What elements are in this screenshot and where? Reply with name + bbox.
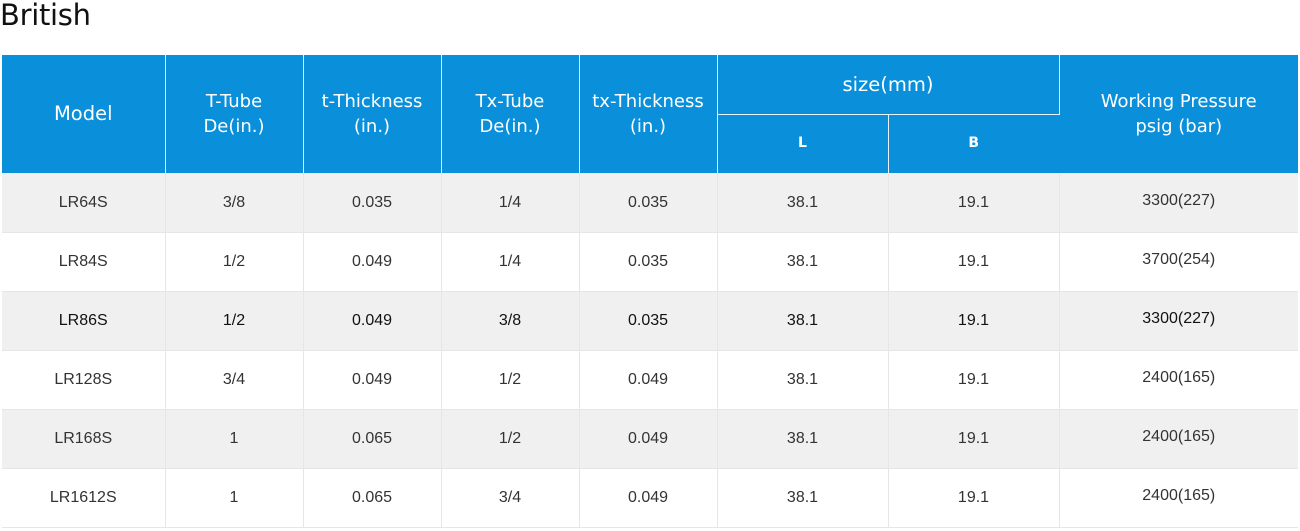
cell-size-l: 38.1 — [717, 291, 889, 351]
cell-size-b: 19.1 — [888, 291, 1060, 351]
cell-tx-tube: 3/4 — [441, 468, 580, 528]
spec-table: Model T-Tube De(in.) t-Thickness (in.) T… — [2, 55, 1298, 528]
header-model: Model — [2, 55, 166, 174]
cell-size-l: 38.1 — [717, 173, 889, 233]
cell-model: LR128S — [2, 350, 166, 410]
header-size: size(mm) — [717, 55, 1060, 115]
header-tx-thickness: tx-Thickness (in.) — [579, 55, 718, 174]
table-row: LR84S 1/2 0.049 1/4 0.035 38.1 19.1 3700(254) — [2, 232, 1298, 292]
cell-t-tube: 3/4 — [165, 350, 304, 410]
cell-tx-tube: 1/4 — [441, 232, 580, 292]
cell-size-l: 38.1 — [717, 468, 889, 528]
cell-tx-tube: 1/2 — [441, 350, 580, 410]
table-row: LR86S 1/2 0.049 3/8 0.035 38.1 19.1 3300(227) — [2, 291, 1298, 351]
cell-model: LR84S — [2, 232, 166, 292]
cell-t-tube: 3/8 — [165, 173, 304, 233]
cell-working-pressure: 2400(165) — [1059, 350, 1298, 410]
header-size-l: L — [717, 114, 889, 174]
cell-size-b: 19.1 — [888, 409, 1060, 469]
cell-size-l: 38.1 — [717, 350, 889, 410]
cell-t-thickness: 0.049 — [303, 291, 442, 351]
cell-model: LR64S — [2, 173, 166, 233]
cell-t-thickness: 0.065 — [303, 468, 442, 528]
cell-t-tube: 1/2 — [165, 232, 304, 292]
header-t-thickness: t-Thickness (in.) — [303, 55, 442, 174]
cell-t-thickness: 0.049 — [303, 232, 442, 292]
cell-tx-thickness: 0.049 — [579, 468, 718, 528]
cell-size-b: 19.1 — [888, 350, 1060, 410]
cell-tx-thickness: 0.035 — [579, 173, 718, 233]
header-working-pressure: Working Pressure psig (bar) — [1059, 55, 1298, 174]
cell-model: LR1612S — [2, 468, 166, 528]
table-row: LR168S 1 0.065 1/2 0.049 38.1 19.1 2400(165) — [2, 409, 1298, 469]
cell-t-tube: 1 — [165, 409, 304, 469]
cell-t-thickness: 0.035 — [303, 173, 442, 233]
cell-t-thickness: 0.049 — [303, 350, 442, 410]
cell-working-pressure: 2400(165) — [1059, 468, 1298, 528]
cell-t-thickness: 0.065 — [303, 409, 442, 469]
table-body: LR64S 3/8 0.035 1/4 0.035 38.1 19.1 3300(227) LR… — [2, 173, 1298, 528]
cell-t-tube: 1 — [165, 468, 304, 528]
cell-size-l: 38.1 — [717, 232, 889, 292]
cell-working-pressure: 3300(227) — [1059, 291, 1298, 351]
cell-model: LR168S — [2, 409, 166, 469]
cell-t-tube: 1/2 — [165, 291, 304, 351]
cell-size-b: 19.1 — [888, 232, 1060, 292]
cell-working-pressure: 2400(165) — [1059, 409, 1298, 469]
cell-working-pressure: 3300(227) — [1059, 173, 1298, 233]
cell-tx-tube: 1/4 — [441, 173, 580, 233]
table-row: LR64S 3/8 0.035 1/4 0.035 38.1 19.1 3300(227) — [2, 173, 1298, 233]
cell-size-b: 19.1 — [888, 468, 1060, 528]
cell-size-l: 38.1 — [717, 409, 889, 469]
table-row: LR128S 3/4 0.049 1/2 0.049 38.1 19.1 2400(165) — [2, 350, 1298, 410]
cell-tx-tube: 3/8 — [441, 291, 580, 351]
header-t-tube: T-Tube De(in.) — [165, 55, 304, 174]
table-row: LR1612S 1 0.065 3/4 0.049 38.1 19.1 2400(165) — [2, 468, 1298, 528]
cell-size-b: 19.1 — [888, 173, 1060, 233]
page-title: British — [0, 0, 91, 32]
table-header: Model T-Tube De(in.) t-Thickness (in.) T… — [2, 55, 1298, 174]
cell-tx-thickness: 0.035 — [579, 291, 718, 351]
cell-tx-tube: 1/2 — [441, 409, 580, 469]
header-tx-tube: Tx-Tube De(in.) — [441, 55, 580, 174]
cell-tx-thickness: 0.035 — [579, 232, 718, 292]
cell-model: LR86S — [2, 291, 166, 351]
cell-working-pressure: 3700(254) — [1059, 232, 1298, 292]
cell-tx-thickness: 0.049 — [579, 409, 718, 469]
header-size-b: B — [888, 114, 1059, 174]
cell-tx-thickness: 0.049 — [579, 350, 718, 410]
